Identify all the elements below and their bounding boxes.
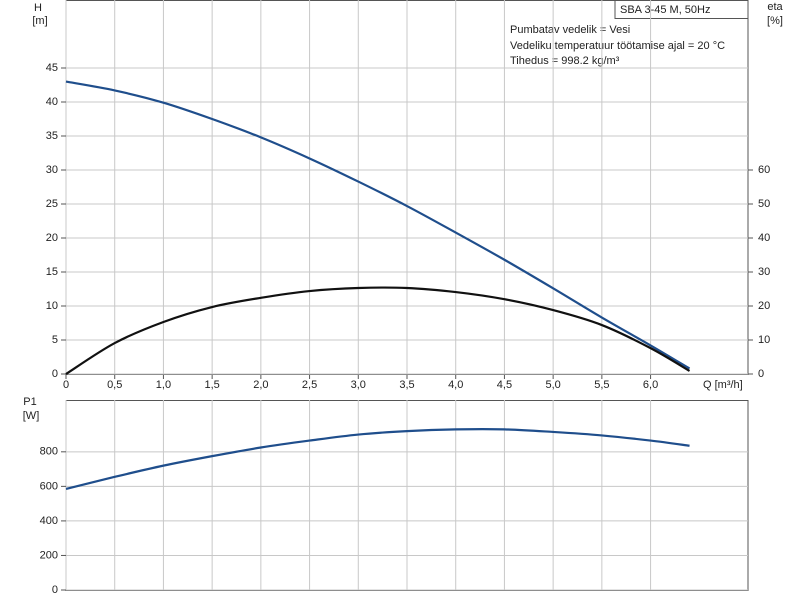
y2-tick-label: 50 — [758, 198, 770, 210]
curve — [65, 286, 691, 375]
y-tick-label: 0 — [52, 584, 58, 596]
y-tick-label: 15 — [46, 266, 58, 278]
y-axis-label: P1 — [23, 396, 36, 408]
y-tick-label: 20 — [46, 232, 58, 244]
y2-tick-label: 60 — [758, 164, 770, 176]
y-axis-unit: [m] — [32, 15, 47, 27]
y-tick-label: 400 — [40, 515, 58, 527]
curve — [65, 427, 690, 491]
curve — [65, 80, 691, 370]
annotation: Vedeliku temperatuur töötamise ajal = 20… — [510, 40, 725, 52]
y-tick-label: 10 — [46, 300, 58, 312]
y-tick-label: 40 — [46, 96, 58, 108]
x-tick-label: 3,0 — [351, 379, 366, 391]
x-axis-label: Q [m³/h] — [703, 379, 743, 391]
x-tick-label: 0 — [63, 379, 69, 391]
y-tick-label: 35 — [46, 130, 58, 142]
y2-axis-label: eta — [767, 1, 783, 13]
y-tick-label: 200 — [40, 549, 58, 561]
y-tick-label: 800 — [40, 446, 58, 458]
x-tick-label: 2,5 — [302, 379, 317, 391]
y2-tick-label: 20 — [758, 300, 770, 312]
x-tick-label: 1,0 — [156, 379, 171, 391]
y-axis-unit: [W] — [23, 410, 40, 422]
x-tick-label: 0,5 — [107, 379, 122, 391]
y-tick-label: 600 — [40, 480, 58, 492]
y2-tick-label: 40 — [758, 232, 770, 244]
y2-tick-label: 0 — [758, 368, 764, 380]
chart-title: SBA 3-45 M, 50Hz — [620, 4, 711, 16]
y2-axis-unit: [%] — [767, 15, 783, 27]
y-tick-label: 25 — [46, 198, 58, 210]
annotation: Pumbatav vedelik = Vesi — [510, 24, 630, 36]
y-tick-label: 0 — [52, 368, 58, 380]
y2-tick-label: 30 — [758, 266, 770, 278]
y-tick-label: 30 — [46, 164, 58, 176]
x-tick-label: 4,5 — [497, 379, 512, 391]
x-tick-label: 4,0 — [448, 379, 463, 391]
y2-tick-label: 10 — [758, 334, 770, 346]
x-tick-label: 6,0 — [643, 379, 658, 391]
y-axis-label: H — [34, 2, 42, 14]
x-tick-label: 5,5 — [594, 379, 609, 391]
y-tick-label: 45 — [46, 62, 58, 74]
annotation: Tihedus = 998.2 kg/m³ — [510, 55, 620, 67]
y-tick-label: 5 — [52, 334, 58, 346]
x-tick-label: 2,0 — [253, 379, 268, 391]
x-tick-label: 5,0 — [545, 379, 560, 391]
x-tick-label: 1,5 — [204, 379, 219, 391]
x-tick-label: 3,5 — [399, 379, 414, 391]
